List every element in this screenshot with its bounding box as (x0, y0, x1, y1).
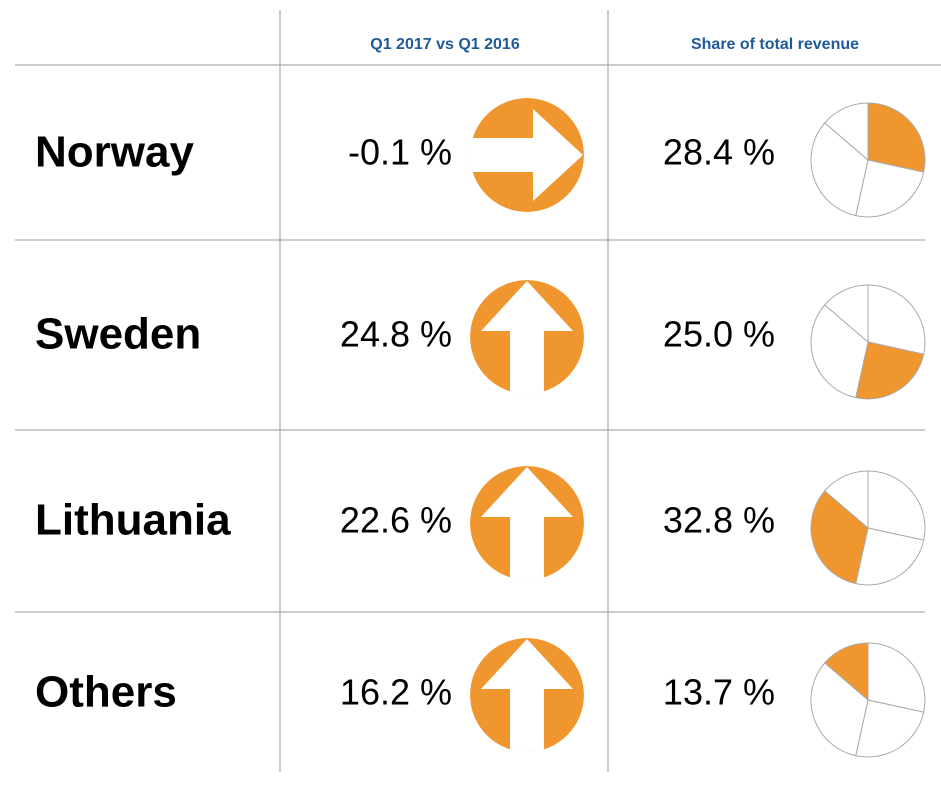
country-name: Sweden (35, 310, 201, 359)
pie-slice (824, 642, 869, 702)
country-name: Others (35, 668, 177, 717)
column-header: Q1 2017 vs Q1 2016 (370, 36, 520, 53)
change-value: 16.2 % (340, 672, 452, 713)
pie-slice (867, 470, 926, 541)
country-name: Lithuania (35, 496, 231, 545)
pie-slice (867, 642, 926, 713)
pie-slice (867, 284, 926, 355)
country-name: Norway (35, 128, 194, 177)
arrow-shape (481, 281, 573, 394)
share-value: 32.8 % (663, 500, 775, 541)
trend-arrow (470, 466, 584, 580)
pie-slice (867, 102, 926, 173)
change-value: 24.8 % (340, 314, 452, 355)
share-value: 28.4 % (663, 132, 775, 173)
pie-slice (855, 341, 925, 400)
pie-slice (810, 304, 869, 399)
trend-arrow (470, 98, 584, 212)
pie-slice (810, 490, 869, 585)
pie-slice (824, 470, 869, 530)
share-value: 25.0 % (663, 314, 775, 355)
trend-arrow (470, 638, 584, 752)
pie-slice (855, 159, 925, 218)
pie-slice (855, 699, 925, 758)
pie-slice (824, 102, 869, 162)
pie-slice (810, 662, 869, 757)
change-value: -0.1 % (348, 132, 452, 173)
pie-slice (855, 527, 925, 586)
change-value: 22.6 % (340, 500, 452, 541)
column-header: Share of total revenue (691, 36, 859, 53)
arrow-shape (481, 467, 573, 580)
arrow-shape (470, 109, 583, 201)
pie-slice (824, 284, 869, 344)
pie-slice (810, 122, 869, 217)
share-value: 13.7 % (663, 672, 775, 713)
arrow-shape (481, 639, 573, 752)
trend-arrow (470, 280, 584, 394)
